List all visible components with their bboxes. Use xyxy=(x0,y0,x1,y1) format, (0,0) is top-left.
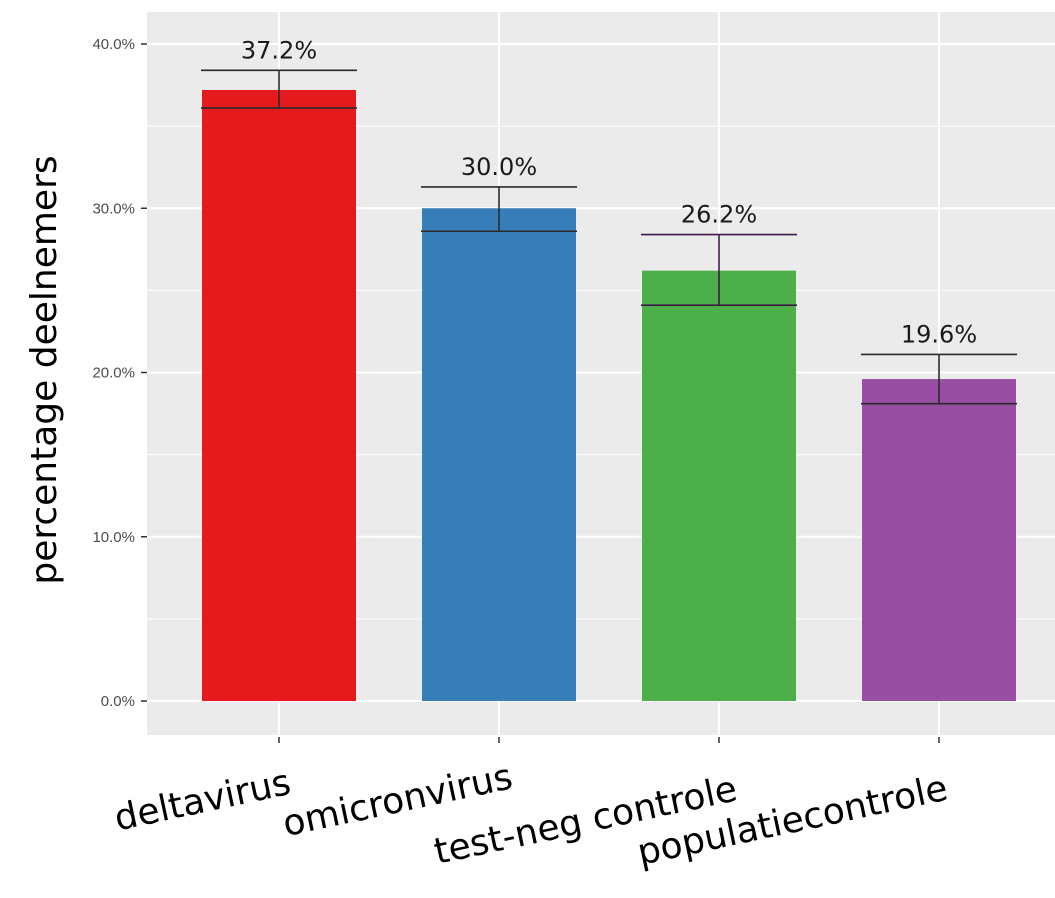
error-bar xyxy=(201,69,357,109)
bars xyxy=(202,89,1016,702)
y-axis-title: percentage deelnemers xyxy=(24,155,65,584)
y-axis: 0.0% 10.0% 20.0% 30.0% 40.0% xyxy=(92,36,147,710)
y-tick-label: 30.0% xyxy=(92,200,135,217)
bar-test-neg-controle xyxy=(642,270,796,701)
data-label: 26.2% xyxy=(681,201,757,229)
y-tick-label: 40.0% xyxy=(92,36,135,53)
x-category-label: deltavirus xyxy=(111,762,294,839)
data-labels: 37.2% 30.0% 26.2% 19.6% xyxy=(241,36,977,348)
error-bar xyxy=(861,353,1017,405)
bar-deltavirus xyxy=(202,89,356,702)
error-bar xyxy=(421,186,577,233)
data-label: 30.0% xyxy=(461,153,537,181)
y-tick-label: 10.0% xyxy=(92,529,135,546)
y-tick-label: 20.0% xyxy=(92,365,135,382)
error-bars xyxy=(201,69,1017,405)
y-tick-label: 0.0% xyxy=(101,693,135,710)
bar-populatiecontrole xyxy=(862,379,1016,701)
data-label: 19.6% xyxy=(901,320,977,348)
error-bar xyxy=(641,233,797,306)
bar-omicronvirus xyxy=(422,208,576,701)
data-label: 37.2% xyxy=(241,36,317,64)
